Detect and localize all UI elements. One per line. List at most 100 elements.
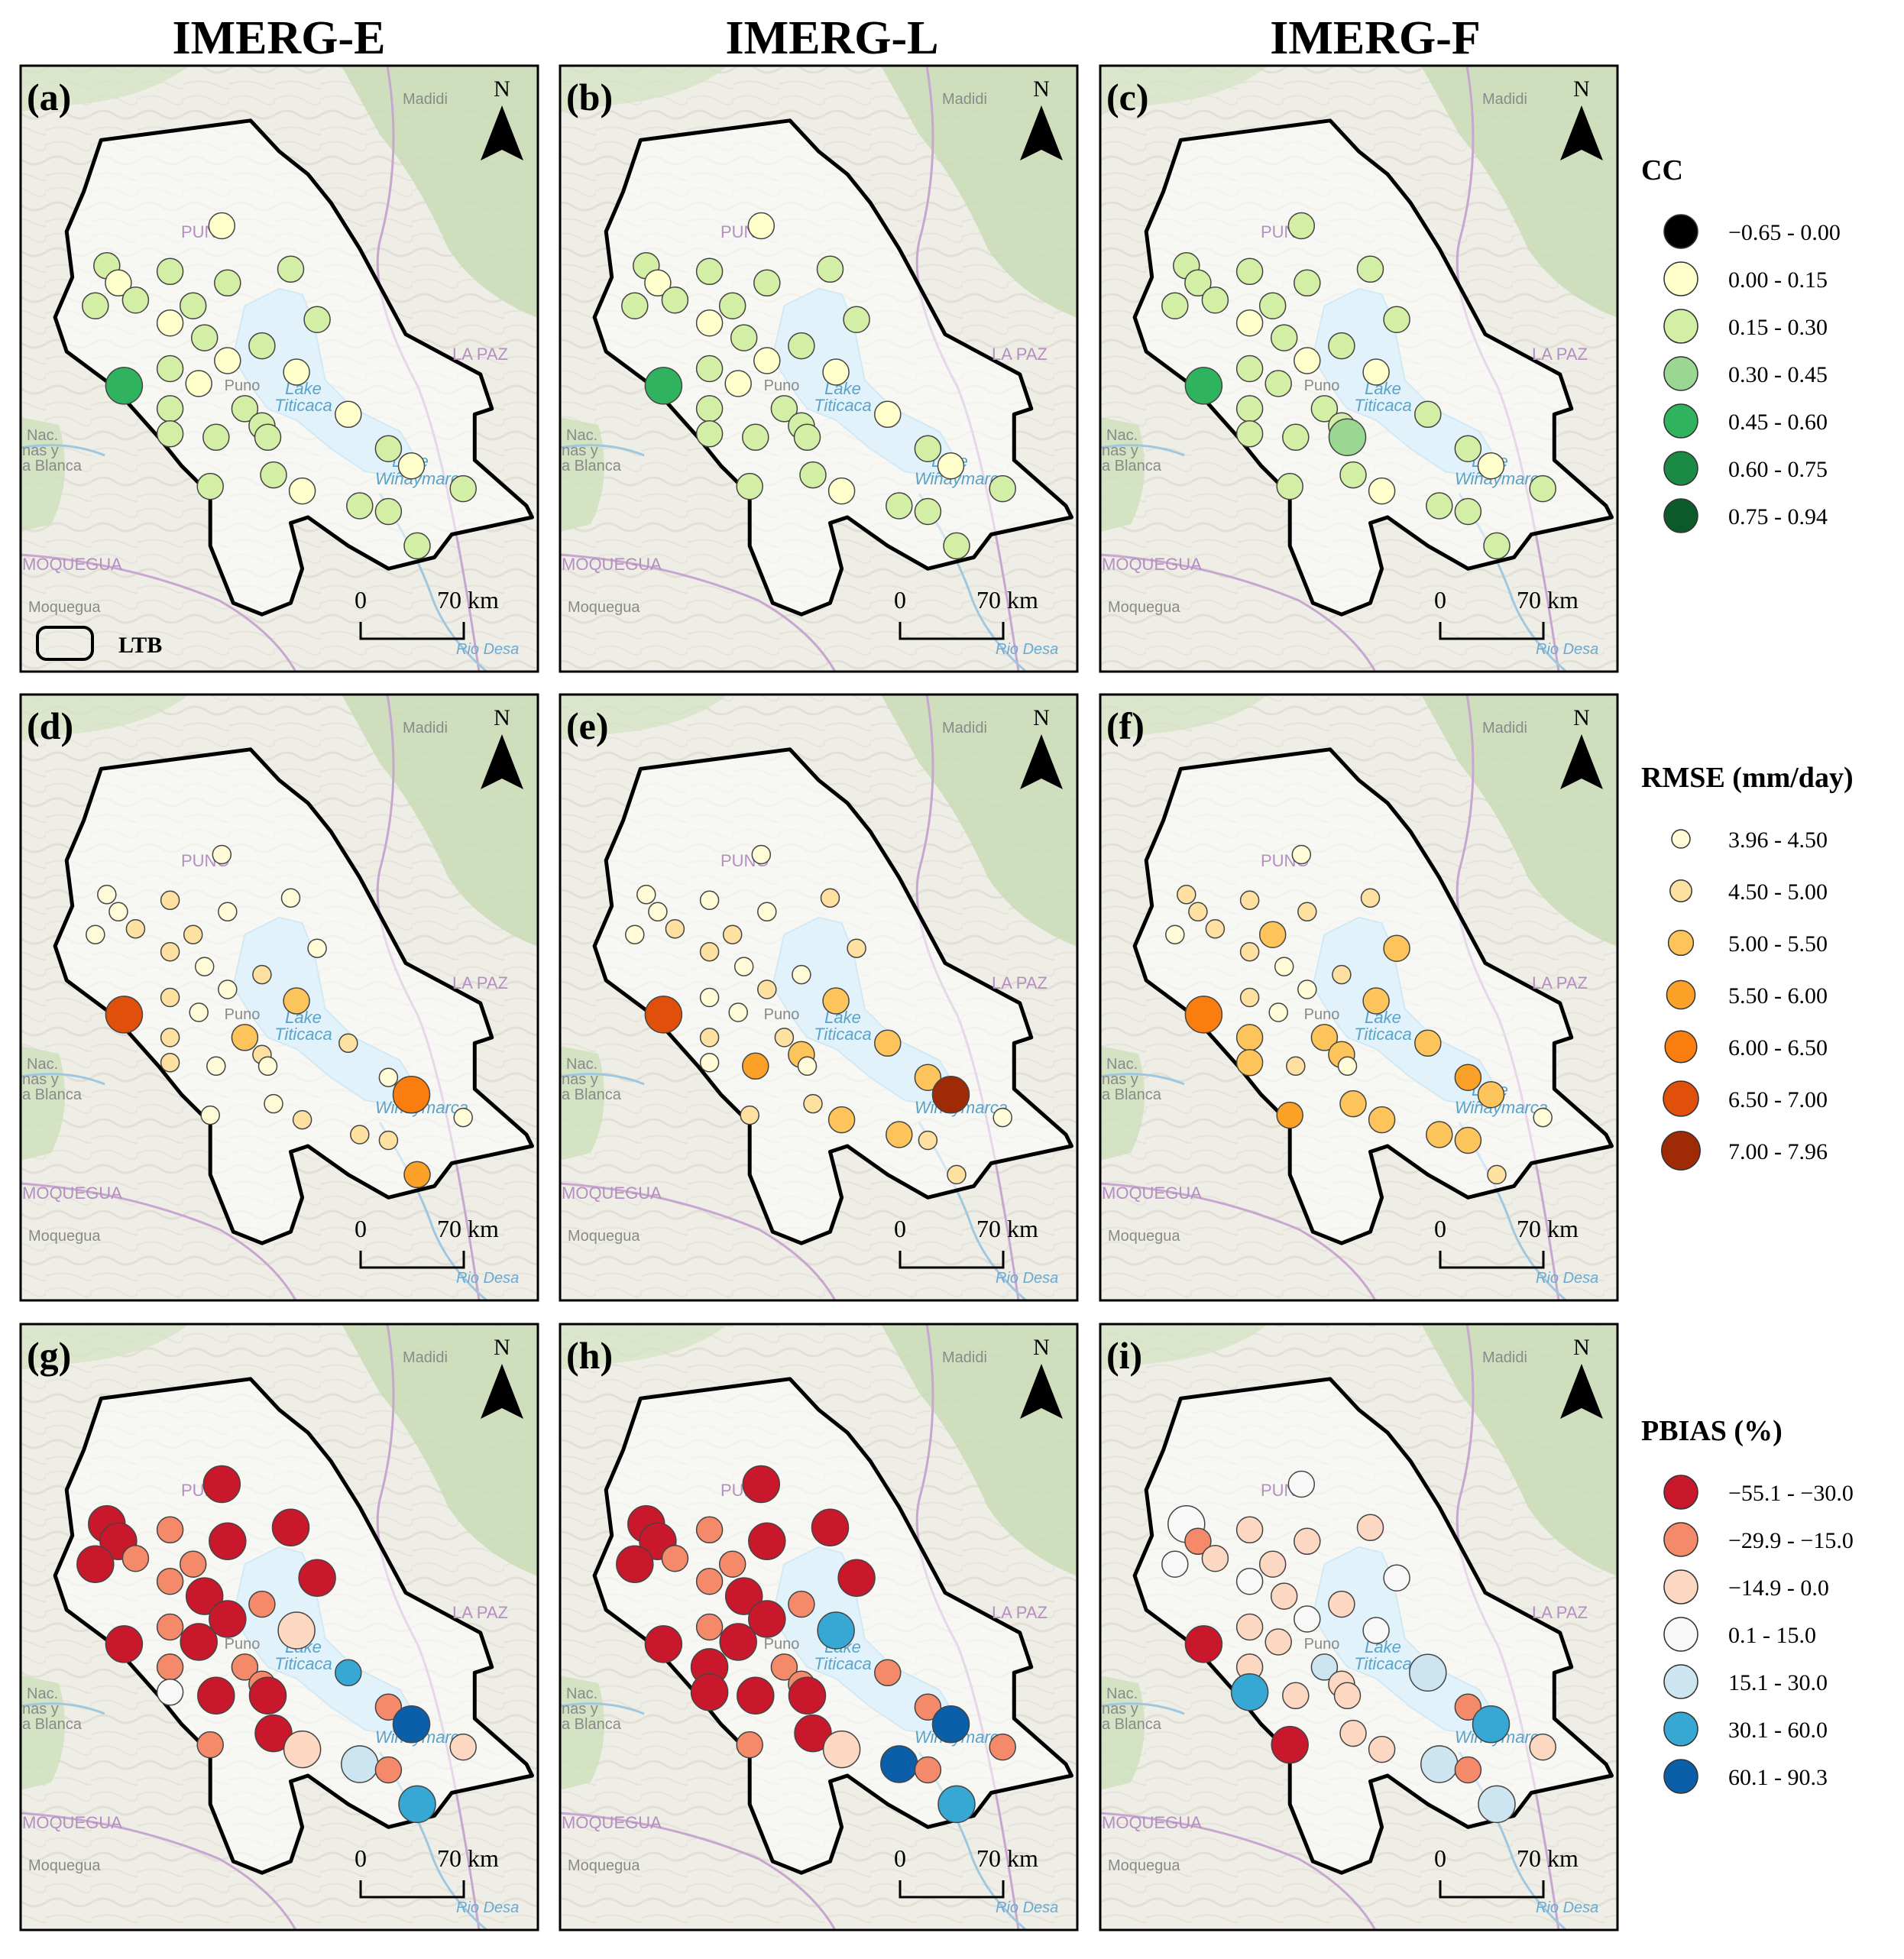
station-marker bbox=[1264, 1628, 1292, 1656]
station-marker bbox=[264, 1093, 283, 1114]
station-marker bbox=[699, 1028, 720, 1047]
map-label-nac: Nac. bbox=[27, 1685, 58, 1702]
station-marker bbox=[1533, 1107, 1553, 1128]
north-label: N bbox=[1573, 705, 1590, 730]
station-marker bbox=[733, 957, 754, 976]
scale-bar bbox=[899, 1880, 1005, 1899]
station-marker bbox=[914, 435, 942, 462]
station-marker bbox=[722, 924, 743, 944]
station-marker bbox=[1472, 1705, 1511, 1744]
station-marker bbox=[1161, 1550, 1189, 1578]
station-marker bbox=[1297, 980, 1317, 999]
panel-label: (i) bbox=[1106, 1334, 1142, 1377]
station-marker bbox=[724, 1577, 763, 1615]
north-arrow-icon bbox=[1020, 105, 1063, 160]
legend-swatch bbox=[1661, 1131, 1701, 1171]
legend-item-label: 0.00 - 0.15 bbox=[1728, 267, 1828, 293]
map-label-madidi: Madidi bbox=[942, 1349, 987, 1366]
river bbox=[20, 444, 105, 457]
station-marker bbox=[1235, 257, 1264, 286]
scale-bar bbox=[899, 1251, 1005, 1269]
map-label-la-paz: LA PAZ bbox=[452, 345, 508, 364]
legend-item-label: 4.50 - 5.00 bbox=[1728, 879, 1828, 905]
station-marker bbox=[288, 477, 316, 505]
station-marker bbox=[335, 1659, 362, 1687]
station-marker bbox=[914, 1693, 942, 1721]
station-marker bbox=[298, 1559, 336, 1597]
scale-distance-label: 70 km bbox=[1517, 1215, 1579, 1242]
station-marker bbox=[1294, 347, 1321, 374]
station-marker bbox=[338, 1033, 358, 1054]
station-marker bbox=[160, 1053, 180, 1073]
station-marker bbox=[248, 1676, 287, 1715]
map-label-nac: nas y bbox=[22, 442, 59, 459]
station-marker bbox=[937, 1785, 976, 1824]
station-marker bbox=[811, 1508, 850, 1547]
map-label-moquegua-city: Moquegua bbox=[1108, 599, 1180, 616]
station-marker bbox=[202, 423, 230, 452]
forest-area bbox=[1421, 695, 1617, 947]
map-label-nac: a Blanca bbox=[1102, 1716, 1162, 1733]
station-marker bbox=[797, 1056, 818, 1077]
station-marker bbox=[1478, 1785, 1516, 1824]
map-label-lake-titicaca: Titicaca bbox=[274, 396, 332, 415]
map-label-madidi: Madidi bbox=[942, 720, 987, 737]
station-marker bbox=[1383, 1564, 1410, 1591]
station-marker bbox=[179, 1550, 207, 1578]
map-label-rio: Rio Desa bbox=[456, 641, 519, 658]
station-marker bbox=[160, 1028, 180, 1047]
legend-swatch bbox=[1663, 261, 1698, 296]
station-marker bbox=[886, 492, 913, 520]
map-label-la-paz: LA PAZ bbox=[992, 973, 1048, 992]
map-label-la-paz: LA PAZ bbox=[1532, 345, 1588, 364]
station-marker bbox=[1310, 395, 1339, 423]
map-label-moquegua-city: Moquegua bbox=[1108, 1228, 1180, 1245]
station-marker bbox=[820, 888, 840, 908]
station-marker bbox=[1258, 1550, 1287, 1578]
scale-bar bbox=[359, 1251, 465, 1269]
admin-border bbox=[20, 553, 297, 672]
station-marker bbox=[156, 309, 184, 337]
station-marker bbox=[1529, 1733, 1556, 1761]
station-marker bbox=[880, 1745, 918, 1783]
station-marker bbox=[788, 1676, 827, 1715]
station-marker bbox=[105, 269, 132, 297]
station-marker bbox=[378, 1067, 399, 1087]
map-label-moquegua-city: Moquegua bbox=[568, 1228, 640, 1245]
station-marker bbox=[1184, 1625, 1223, 1663]
panel-label: (g) bbox=[27, 1334, 71, 1377]
map-label-nac: a Blanca bbox=[562, 1716, 622, 1733]
station-marker bbox=[202, 1465, 241, 1504]
map-label-madidi: Madidi bbox=[1482, 91, 1527, 108]
panel-frame bbox=[19, 64, 539, 673]
legend-item-label: 3.96 - 4.50 bbox=[1728, 827, 1828, 853]
station-marker bbox=[1454, 1756, 1482, 1784]
station-marker bbox=[837, 1559, 876, 1597]
station-marker bbox=[160, 941, 180, 962]
station-marker bbox=[350, 1125, 370, 1145]
station-marker bbox=[180, 1623, 218, 1661]
station-marker bbox=[1339, 461, 1367, 489]
map-label-rio: Rio Desa bbox=[456, 1270, 519, 1287]
station-marker bbox=[665, 918, 685, 939]
station-marker bbox=[621, 292, 649, 319]
panel-label: (h) bbox=[566, 1334, 613, 1377]
station-marker bbox=[742, 423, 769, 452]
station-marker bbox=[403, 1161, 431, 1189]
forest-area bbox=[560, 1324, 728, 1370]
map-label-moquegua-city: Moquegua bbox=[28, 1228, 101, 1245]
legend-swatch bbox=[1663, 1664, 1698, 1699]
map-label-moquegua-region: MOQUEGUA bbox=[1102, 555, 1202, 574]
station-marker bbox=[803, 1093, 823, 1114]
forest-area bbox=[21, 695, 189, 740]
station-marker bbox=[449, 474, 477, 503]
map-label-la-paz: LA PAZ bbox=[1532, 1603, 1588, 1622]
legend-swatch bbox=[1663, 309, 1698, 344]
map-label-la-paz: LA PAZ bbox=[992, 1603, 1048, 1622]
station-marker bbox=[847, 938, 866, 958]
station-marker bbox=[730, 324, 758, 351]
